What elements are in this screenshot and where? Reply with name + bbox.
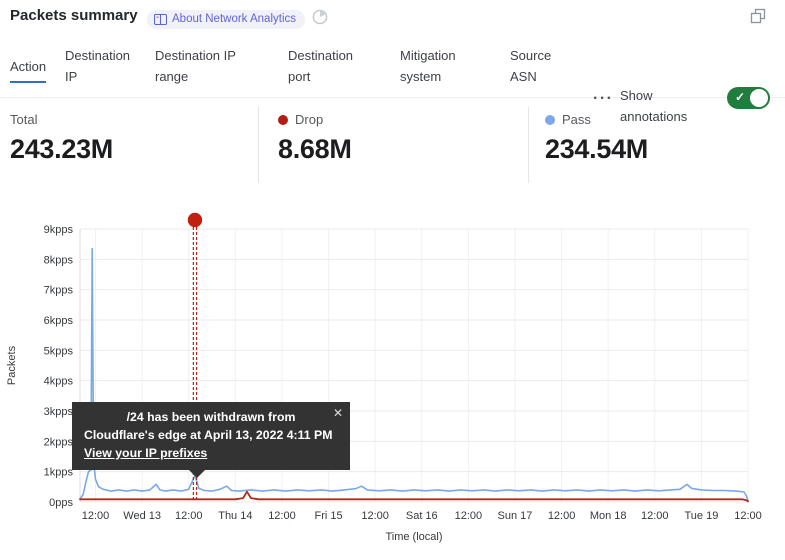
y-tick-label: 0pps — [49, 497, 73, 509]
show-annotations-label: Show annotations — [620, 88, 688, 125]
stats-divider — [258, 107, 259, 183]
y-tick-label: 6kpps — [44, 315, 74, 327]
x-tick-label: 12:00 — [548, 510, 576, 522]
y-tick-label: 3kpps — [44, 406, 74, 418]
x-tick-label: Thu 14 — [218, 510, 252, 522]
x-tick-label: 12:00 — [268, 510, 296, 522]
tab-destination-ip[interactable]: Destination IP — [65, 48, 131, 85]
stat-pass: Pass 234.54M — [545, 112, 648, 165]
x-tick-label: Sun 17 — [498, 510, 533, 522]
series-pass — [79, 247, 749, 502]
tooltip-text-line1: /24 has been withdrawn from — [126, 410, 296, 424]
stats-divider — [528, 107, 529, 183]
y-tick-label: 8kpps — [44, 254, 74, 266]
stat-label: Total — [10, 112, 38, 127]
view-ip-prefixes-link[interactable]: View your IP prefixes — [84, 445, 208, 460]
y-axis-title: Packets — [6, 345, 18, 385]
tab-source-asn[interactable]: Source ASN — [510, 48, 552, 85]
pass-legend-dot — [545, 114, 555, 125]
y-tick-label: 2kpps — [44, 436, 74, 448]
x-tick-label: 12:00 — [641, 510, 669, 522]
tooltip-caret — [186, 467, 208, 478]
stat-label: Pass — [562, 112, 591, 127]
y-tick-label: 4kpps — [44, 376, 74, 388]
stat-total: Total 243.23M — [10, 112, 113, 165]
tab-destination-port[interactable]: Destination port — [288, 48, 354, 85]
more-tabs-button[interactable]: ··· — [593, 90, 614, 107]
tab-mitigation-system[interactable]: Mitigation system — [400, 48, 456, 85]
dimension-tabs: Action Destination IP Destination IP range… — [0, 40, 785, 124]
stat-value: 8.68M — [278, 134, 352, 164]
drop-legend-dot — [278, 114, 288, 125]
x-tick-label: Sat 16 — [406, 510, 438, 522]
stat-label: Drop — [295, 112, 324, 127]
x-tick-label: 12:00 — [455, 510, 483, 522]
y-tick-label: 1kpps — [44, 467, 74, 479]
check-icon: ✓ — [735, 90, 746, 104]
tab-destination-ip-range[interactable]: Destination IP range — [155, 48, 236, 85]
tooltip-text-line2: Cloudflare's edge at April 13, 2022 4:11… — [84, 427, 333, 442]
y-tick-label: 7kpps — [44, 285, 74, 297]
x-tick-label: Wed 13 — [123, 510, 161, 522]
stat-drop: Drop 8.68M — [278, 112, 352, 165]
x-tick-label: Tue 19 — [684, 510, 718, 522]
tab-action[interactable]: Action — [10, 56, 47, 84]
x-tick-label: 12:00 — [175, 510, 203, 522]
annotation-dot — [187, 212, 203, 228]
stat-value: 234.54M — [545, 134, 648, 164]
annotation-tooltip: ✕ /24 has been withdrawn from Cloudflare… — [72, 402, 350, 471]
x-tick-label: 12:00 — [734, 510, 762, 522]
packets-chart-svg: 12:00 Wed 13 12:00 Thu 14 12:00 Fri 15 12:00 Sa… — [6, 212, 762, 543]
stat-value: 243.23M — [10, 134, 113, 164]
x-tick-label: Mon 18 — [590, 510, 627, 522]
series-drop — [79, 490, 749, 503]
x-tick-label: Fri 15 — [314, 510, 342, 522]
toggle-knob — [750, 89, 768, 107]
badge-label: About Network Analytics — [172, 13, 297, 25]
close-icon[interactable]: ✕ — [332, 406, 343, 420]
pie-chart-icon[interactable] — [311, 8, 329, 31]
y-tick-label: 5kpps — [44, 345, 74, 357]
packets-chart: 12:00 Wed 13 12:00 Thu 14 12:00 Fri 15 12:00 Sa… — [0, 210, 785, 555]
x-tick-label: 12:00 — [82, 510, 110, 522]
x-tick-label: 12:00 — [361, 510, 389, 522]
about-network-analytics-badge[interactable]: About Network Analytics — [147, 10, 306, 29]
x-axis-title: Time (local) — [385, 531, 442, 543]
page-title: Packets summary — [10, 7, 138, 24]
overlapping-windows-icon[interactable] — [750, 8, 767, 30]
y-tick-label: 9kpps — [44, 224, 74, 236]
show-annotations-toggle[interactable]: ✓ — [727, 87, 770, 109]
book-icon — [154, 13, 167, 25]
